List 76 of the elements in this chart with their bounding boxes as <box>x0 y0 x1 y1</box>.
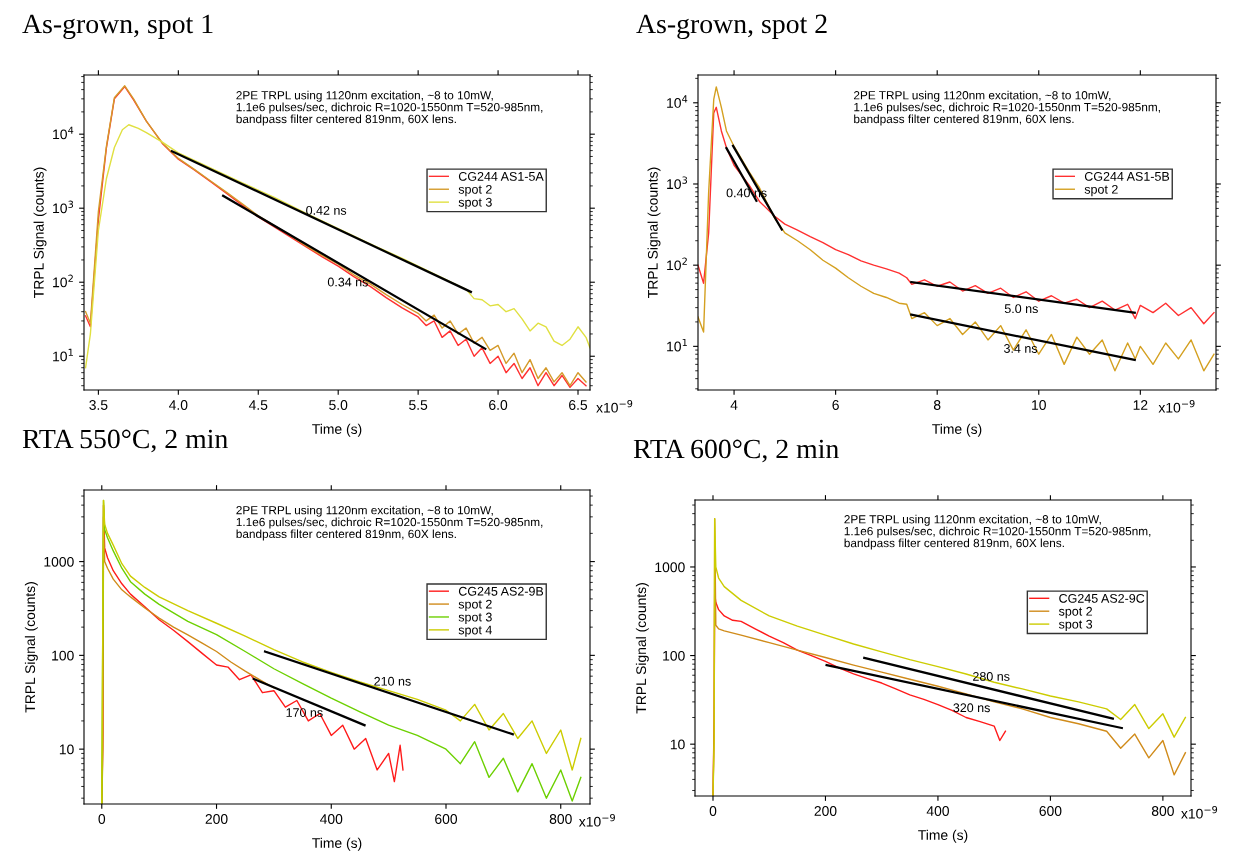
text: x10$^{−9}$ <box>1181 805 1218 819</box>
y-tick-label: 10$^{1}$ <box>667 338 687 352</box>
legend-label: spot 3 <box>1058 619 1093 632</box>
chart-title: RTA 550°C, 2 min <box>22 429 228 453</box>
y-tick-label: 10$^{3}$ <box>667 176 688 190</box>
series-label: 5.0 ns <box>1004 304 1038 314</box>
x-tick-label: 800 <box>1151 806 1174 816</box>
x-axis-title: Time (s) <box>918 829 968 843</box>
series-label: 210 ns <box>374 676 411 686</box>
y-tick-label: 100 <box>663 650 685 661</box>
annotation: 2PE TRPL using 1120nm excitation, ~8 to 10mW, 1.1e6 pulses/sec, dichroic R=1020-1550nm T=520-985nm, bandpass filter centered 819nm, 60X lens. <box>844 514 1151 550</box>
legend-label: spot 2 <box>1084 184 1118 197</box>
x-tick-label: 6.0 <box>489 400 508 410</box>
x-tick-label: 4.0 <box>168 400 188 410</box>
legend-label: CG245 AS2-9C <box>1059 593 1145 603</box>
chart-title: As-grown, spot 2 <box>636 14 827 39</box>
x-tick-label: 0 <box>98 814 106 824</box>
legend-label: spot 4 <box>458 625 492 637</box>
line-series <box>101 499 582 804</box>
y-tick-label: 100 <box>52 650 74 661</box>
y-tick-label: 10 <box>59 744 74 755</box>
y-tick-label: 10$^{1}$ <box>53 348 73 362</box>
y-axis-title: TRPL Signal (counts) <box>635 583 649 714</box>
x-tick-label: 8 <box>933 400 941 410</box>
legend-label: spot 2 <box>1058 606 1093 619</box>
x-tick-label: 4 <box>730 400 738 410</box>
x-tick-label: 200 <box>205 814 228 824</box>
annotation: 2PE TRPL using 1120nm excitation, ~8 to 10mW, 1.1e6 pulses/sec, dichroic R=1020-1550nm T=520-985nm, bandpass filter centered 819nm, 60X lens. <box>236 505 543 541</box>
y-tick-label: 1000 <box>44 556 74 567</box>
x-tick-label: 600 <box>435 814 458 824</box>
x-axis-title: Time (s) <box>312 837 362 851</box>
x-tick-label: 6.5 <box>569 400 588 410</box>
series-label: 320 ns <box>953 703 990 713</box>
x-axis-title: Time (s) <box>932 423 982 437</box>
y-axis-title: TRPL Signal (counts) <box>24 582 38 713</box>
series-label: 280 ns <box>973 672 1010 681</box>
y-axis-title: TRPL Signal (counts) <box>647 167 661 298</box>
y-tick-label: 10 <box>670 739 685 750</box>
chart-title: As-grown, spot 1 <box>22 14 213 39</box>
x-tick-label: 6 <box>832 400 839 410</box>
line-series <box>698 86 1215 372</box>
x-tick-label: 10 <box>1032 400 1046 410</box>
legend-label: spot 2 <box>458 599 492 612</box>
y-tick-label: 10$^{3}$ <box>53 200 74 214</box>
x-tick-label: 0 <box>709 806 717 816</box>
text: x10$^{−9}$ <box>578 813 615 827</box>
y-tick-label: 10$^{4}$ <box>53 126 74 140</box>
text: x10$^{−9}$ <box>1158 399 1195 413</box>
x-axis-title: Time (s) <box>312 423 362 437</box>
y-axis-title: TRPL Signal (counts) <box>33 167 47 298</box>
x-tick-label: 600 <box>1039 806 1062 816</box>
legend-label: spot 3 <box>458 197 492 210</box>
legend-label: CG244 AS1-5B <box>1084 171 1170 181</box>
annotation: 2PE TRPL using 1120nm excitation, ~8 to 10mW, 1.1e6 pulses/sec, dichroic R=1020-1550nm T=520-985nm, bandpass filter centered 819nm, 60X lens. <box>236 90 543 126</box>
line-series <box>84 124 590 369</box>
x-tick-label: 4.5 <box>248 400 268 410</box>
x-tick-label: 400 <box>926 806 949 816</box>
y-tick-label: 10$^{2}$ <box>53 274 73 288</box>
y-tick-label: 10$^{2}$ <box>667 257 687 271</box>
legend-label: CG245 AS2-9B <box>458 586 544 596</box>
y-tick-label: 10$^{4}$ <box>667 95 688 108</box>
x-tick-label: 5.0 <box>329 400 348 410</box>
chart-title: RTA 600°C, 2 min <box>633 439 839 463</box>
y-tick-label: 1000 <box>655 562 685 573</box>
annotation: 2PE TRPL using 1120nm excitation, ~8 to 10mW, 1.1e6 pulses/sec, dichroic R=1020-1550nm T=520-985nm, bandpass filter centered 819nm, 60X lens. <box>853 90 1160 126</box>
text: x10$^{−9}$ <box>596 399 633 413</box>
x-tick-label: 3.5 <box>89 400 108 410</box>
x-tick-label: 200 <box>814 806 837 816</box>
legend-label: spot 3 <box>458 612 492 624</box>
x-tick-label: 12 <box>1133 400 1148 410</box>
legend-label: spot 2 <box>458 184 492 197</box>
x-tick-label: 400 <box>320 814 343 824</box>
legend-label: CG244 AS1-5A <box>458 171 544 181</box>
series-label: 0.42 ns <box>306 205 347 215</box>
x-tick-label: 5.5 <box>409 400 428 410</box>
x-tick-label: 800 <box>549 814 572 824</box>
